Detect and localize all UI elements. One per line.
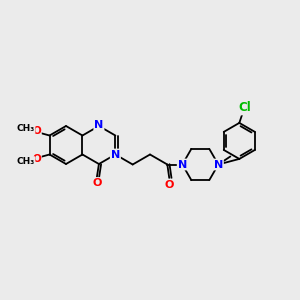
Text: CH₃: CH₃ [16, 157, 35, 166]
Text: O: O [32, 154, 41, 164]
Text: O: O [165, 179, 174, 190]
Text: O: O [32, 127, 41, 136]
Text: O: O [92, 178, 102, 188]
Text: N: N [94, 120, 104, 130]
Text: N: N [178, 160, 187, 170]
Text: CH₃: CH₃ [16, 124, 35, 133]
Text: N: N [214, 160, 223, 170]
Text: Cl: Cl [238, 101, 251, 114]
Text: N: N [111, 149, 120, 160]
